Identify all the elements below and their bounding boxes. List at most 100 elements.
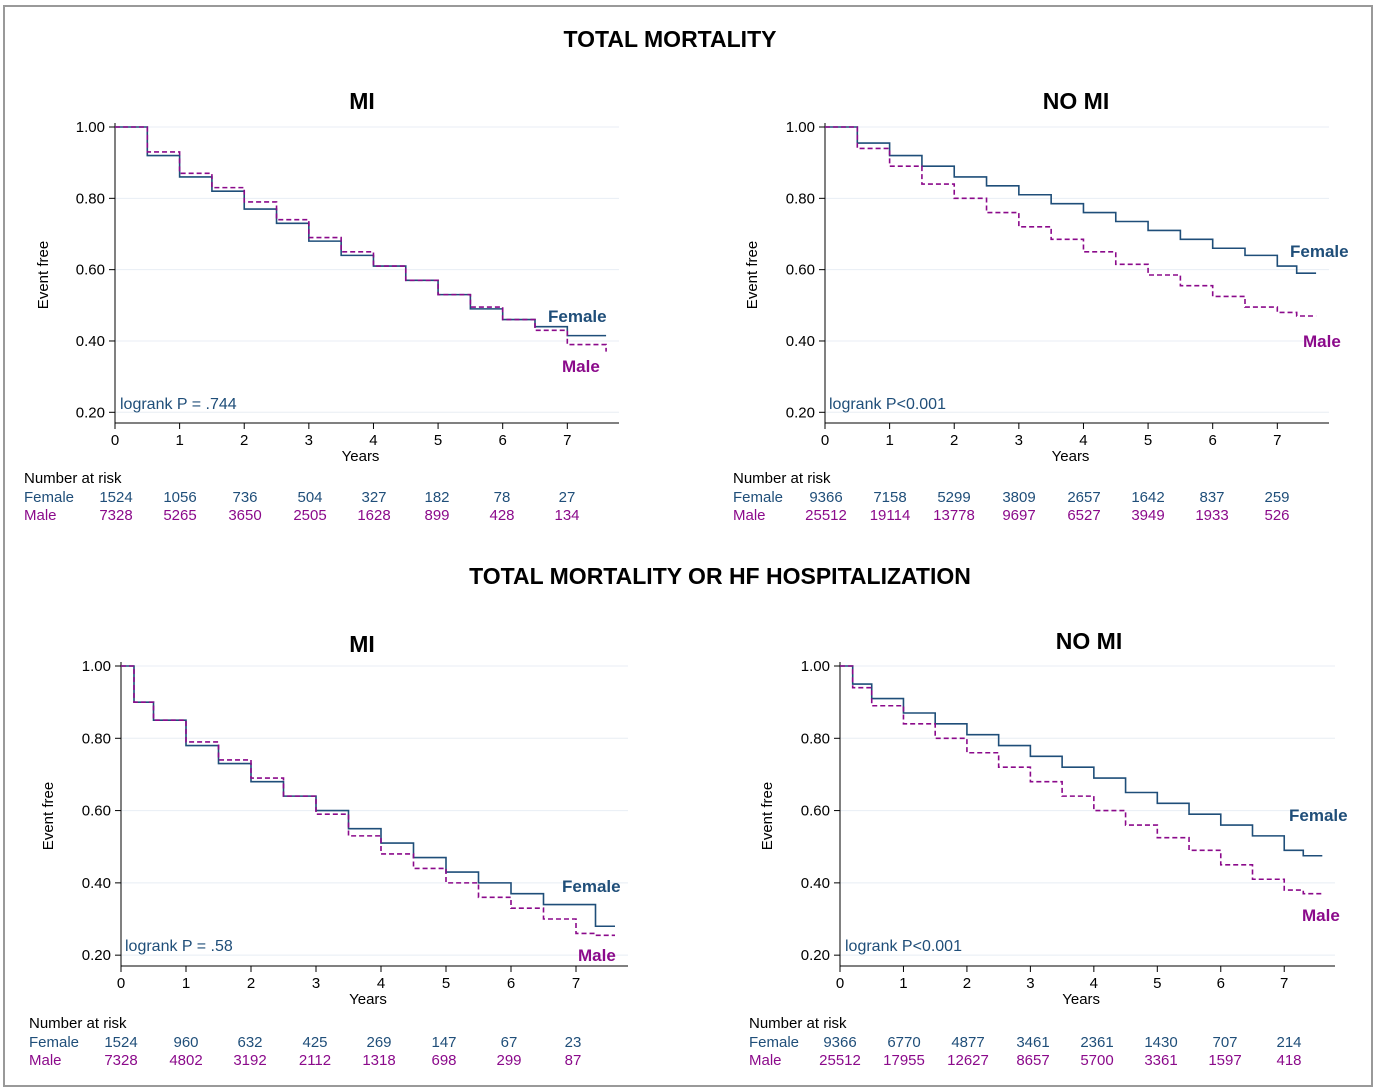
risk-count-male: 3192: [233, 1052, 266, 1069]
panel-title-nomi-top: NO MI: [1042, 88, 1110, 114]
risk-count-female: 5299: [937, 489, 970, 506]
risk-count-male: 13778: [933, 507, 975, 524]
logrank-annotation: logrank P<0.001: [845, 938, 962, 955]
risk-count-female: 327: [361, 489, 386, 506]
x-tick-label: 0: [821, 432, 829, 449]
risk-count-female: 6770: [887, 1034, 920, 1051]
risk-count-female: 3809: [1002, 489, 1035, 506]
risk-count-female: 707: [1212, 1034, 1237, 1051]
x-axis-label: Years: [349, 991, 387, 1008]
risk-row-label-male: Male: [749, 1052, 782, 1069]
female-survival-curve: [840, 665, 1323, 857]
y-axis-label: Event free: [759, 782, 776, 850]
female-curve-label: Female: [1290, 242, 1349, 261]
x-axis-label: Years: [1052, 448, 1090, 465]
risk-count-female: 425: [302, 1034, 327, 1051]
risk-count-male: 7328: [99, 507, 132, 524]
risk-count-male: 698: [431, 1052, 456, 1069]
y-tick-label: 0.60: [76, 262, 105, 279]
risk-table-header: Number at risk: [749, 1015, 847, 1032]
risk-count-female: 1430: [1144, 1034, 1177, 1051]
x-tick-label: 0: [111, 432, 119, 449]
risk-count-female: 67: [501, 1034, 518, 1051]
panel-title-nomi-bottom: NO MI: [1055, 628, 1123, 654]
x-tick-label: 2: [240, 432, 248, 449]
risk-count-male: 134: [554, 507, 579, 524]
section-title-total-mortality: TOTAL MORTALITY: [563, 26, 777, 52]
y-tick-label: 0.40: [786, 333, 815, 350]
risk-count-female: 214: [1276, 1034, 1301, 1051]
y-tick-label: 0.20: [76, 404, 105, 421]
male-curve-label: Male: [1302, 906, 1340, 925]
risk-count-female: 1056: [163, 489, 196, 506]
male-curve-label: Male: [562, 357, 600, 376]
risk-row-label-female: Female: [29, 1034, 79, 1051]
risk-count-male: 3949: [1131, 507, 1164, 524]
male-survival-curve: [115, 126, 607, 352]
risk-table-header: Number at risk: [29, 1015, 127, 1032]
logrank-annotation: logrank P = .58: [125, 938, 233, 955]
risk-count-female: 259: [1264, 489, 1289, 506]
figure-border: [3, 5, 1373, 1087]
y-axis-label: Event free: [40, 782, 57, 850]
risk-count-female: 4877: [951, 1034, 984, 1051]
risk-row-label-female: Female: [733, 489, 783, 506]
female-survival-curve: [115, 126, 607, 337]
x-tick-label: 2: [963, 975, 971, 992]
y-tick-label: 0.80: [801, 730, 830, 747]
y-axis-label: Event free: [35, 241, 52, 309]
risk-count-male: 3361: [1144, 1052, 1177, 1069]
x-tick-label: 5: [1144, 432, 1152, 449]
x-tick-label: 6: [499, 432, 507, 449]
risk-row-label-male: Male: [733, 507, 766, 524]
risk-count-male: 2505: [293, 507, 326, 524]
x-tick-label: 7: [1280, 975, 1288, 992]
risk-count-male: 2112: [299, 1052, 331, 1069]
y-tick-label: 0.40: [76, 333, 105, 350]
risk-count-female: 9366: [809, 489, 842, 506]
risk-count-female: 23: [565, 1034, 582, 1051]
y-axis-label: Event free: [744, 241, 761, 309]
risk-count-female: 182: [424, 489, 449, 506]
x-tick-label: 6: [1209, 432, 1217, 449]
risk-count-female: 7158: [873, 489, 906, 506]
y-tick-label: 0.60: [82, 803, 111, 820]
section-title-mortality-or-hf: TOTAL MORTALITY OR HF HOSPITALIZATION: [469, 563, 971, 589]
risk-count-female: 1524: [99, 489, 132, 506]
risk-row-label-female: Female: [24, 489, 74, 506]
risk-count-male: 526: [1264, 507, 1289, 524]
risk-count-male: 6527: [1067, 507, 1100, 524]
risk-count-female: 632: [237, 1034, 262, 1051]
risk-count-male: 7328: [104, 1052, 137, 1069]
x-tick-label: 1: [899, 975, 907, 992]
y-tick-label: 1.00: [801, 658, 830, 675]
risk-count-female: 27: [559, 489, 576, 506]
x-tick-label: 4: [1079, 432, 1087, 449]
x-tick-label: 5: [442, 975, 450, 992]
risk-count-male: 19114: [870, 507, 911, 524]
risk-row-label-male: Male: [24, 507, 57, 524]
risk-count-male: 12627: [947, 1052, 989, 1069]
risk-count-male: 899: [424, 507, 449, 524]
x-tick-label: 2: [950, 432, 958, 449]
x-tick-label: 5: [434, 432, 442, 449]
male-survival-curve: [121, 665, 615, 937]
risk-count-male: 428: [489, 507, 514, 524]
risk-count-female: 960: [173, 1034, 198, 1051]
x-tick-label: 7: [563, 432, 571, 449]
risk-count-female: 1642: [1131, 489, 1164, 506]
y-tick-label: 1.00: [76, 119, 105, 136]
risk-count-male: 25512: [819, 1052, 861, 1069]
female-curve-label: Female: [562, 877, 621, 896]
x-tick-label: 5: [1153, 975, 1161, 992]
male-survival-curve: [840, 665, 1324, 896]
risk-count-male: 418: [1276, 1052, 1301, 1069]
risk-count-female: 3461: [1016, 1034, 1049, 1051]
x-tick-label: 1: [182, 975, 190, 992]
y-tick-label: 0.80: [786, 190, 815, 207]
x-tick-label: 1: [885, 432, 893, 449]
y-tick-label: 0.80: [82, 730, 111, 747]
x-tick-label: 6: [1217, 975, 1225, 992]
